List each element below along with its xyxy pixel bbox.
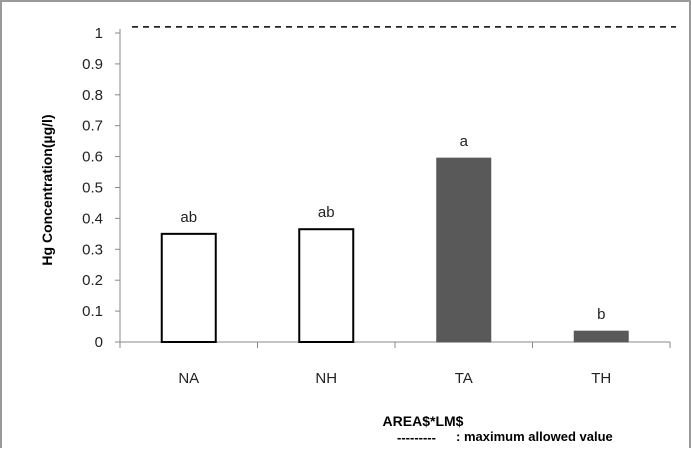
data-label: a: [460, 133, 469, 150]
x-category-labels: NA NH TA TH: [178, 370, 611, 387]
y-axis-label: Hg Concentration(µg/l): [39, 114, 55, 265]
y-tick-labels: 0 0.1 0.2 0.3 0.4 0.5 0.6 0.7 0.8 0.9 1: [82, 25, 103, 351]
y-tick-label: 0.9: [82, 56, 103, 73]
y-tick-label: 0.8: [82, 87, 103, 104]
y-tick-label: 0.6: [82, 149, 103, 166]
x-category-label: NA: [178, 370, 199, 387]
y-tick-label: 0.1: [82, 303, 103, 320]
data-label: ab: [318, 204, 335, 221]
y-tick-label: 0.4: [82, 210, 103, 227]
x-category-label: TA: [455, 370, 473, 387]
legend-note: : maximum allowed value: [456, 429, 613, 444]
y-tick-label: 0.2: [82, 272, 103, 289]
x-category-label: TH: [591, 370, 611, 387]
y-tick-label: 0.7: [82, 118, 103, 135]
bar-nh: [298, 228, 355, 343]
data-label: ab: [180, 209, 197, 226]
x-category-label: NH: [315, 370, 337, 387]
y-tick-label: 0: [95, 334, 103, 351]
legend-dash: ---------: [397, 430, 436, 445]
y-tick-label: 0.3: [82, 241, 103, 258]
bars: [160, 157, 629, 344]
data-label: b: [597, 306, 605, 323]
y-tick-label: 1: [95, 25, 103, 42]
y-tick-label: 0.5: [82, 180, 103, 197]
bar-th: [573, 330, 629, 343]
bar-ta: [436, 157, 492, 343]
bar-na: [160, 232, 217, 344]
x-axis-label: AREA$*LM$: [383, 413, 464, 429]
